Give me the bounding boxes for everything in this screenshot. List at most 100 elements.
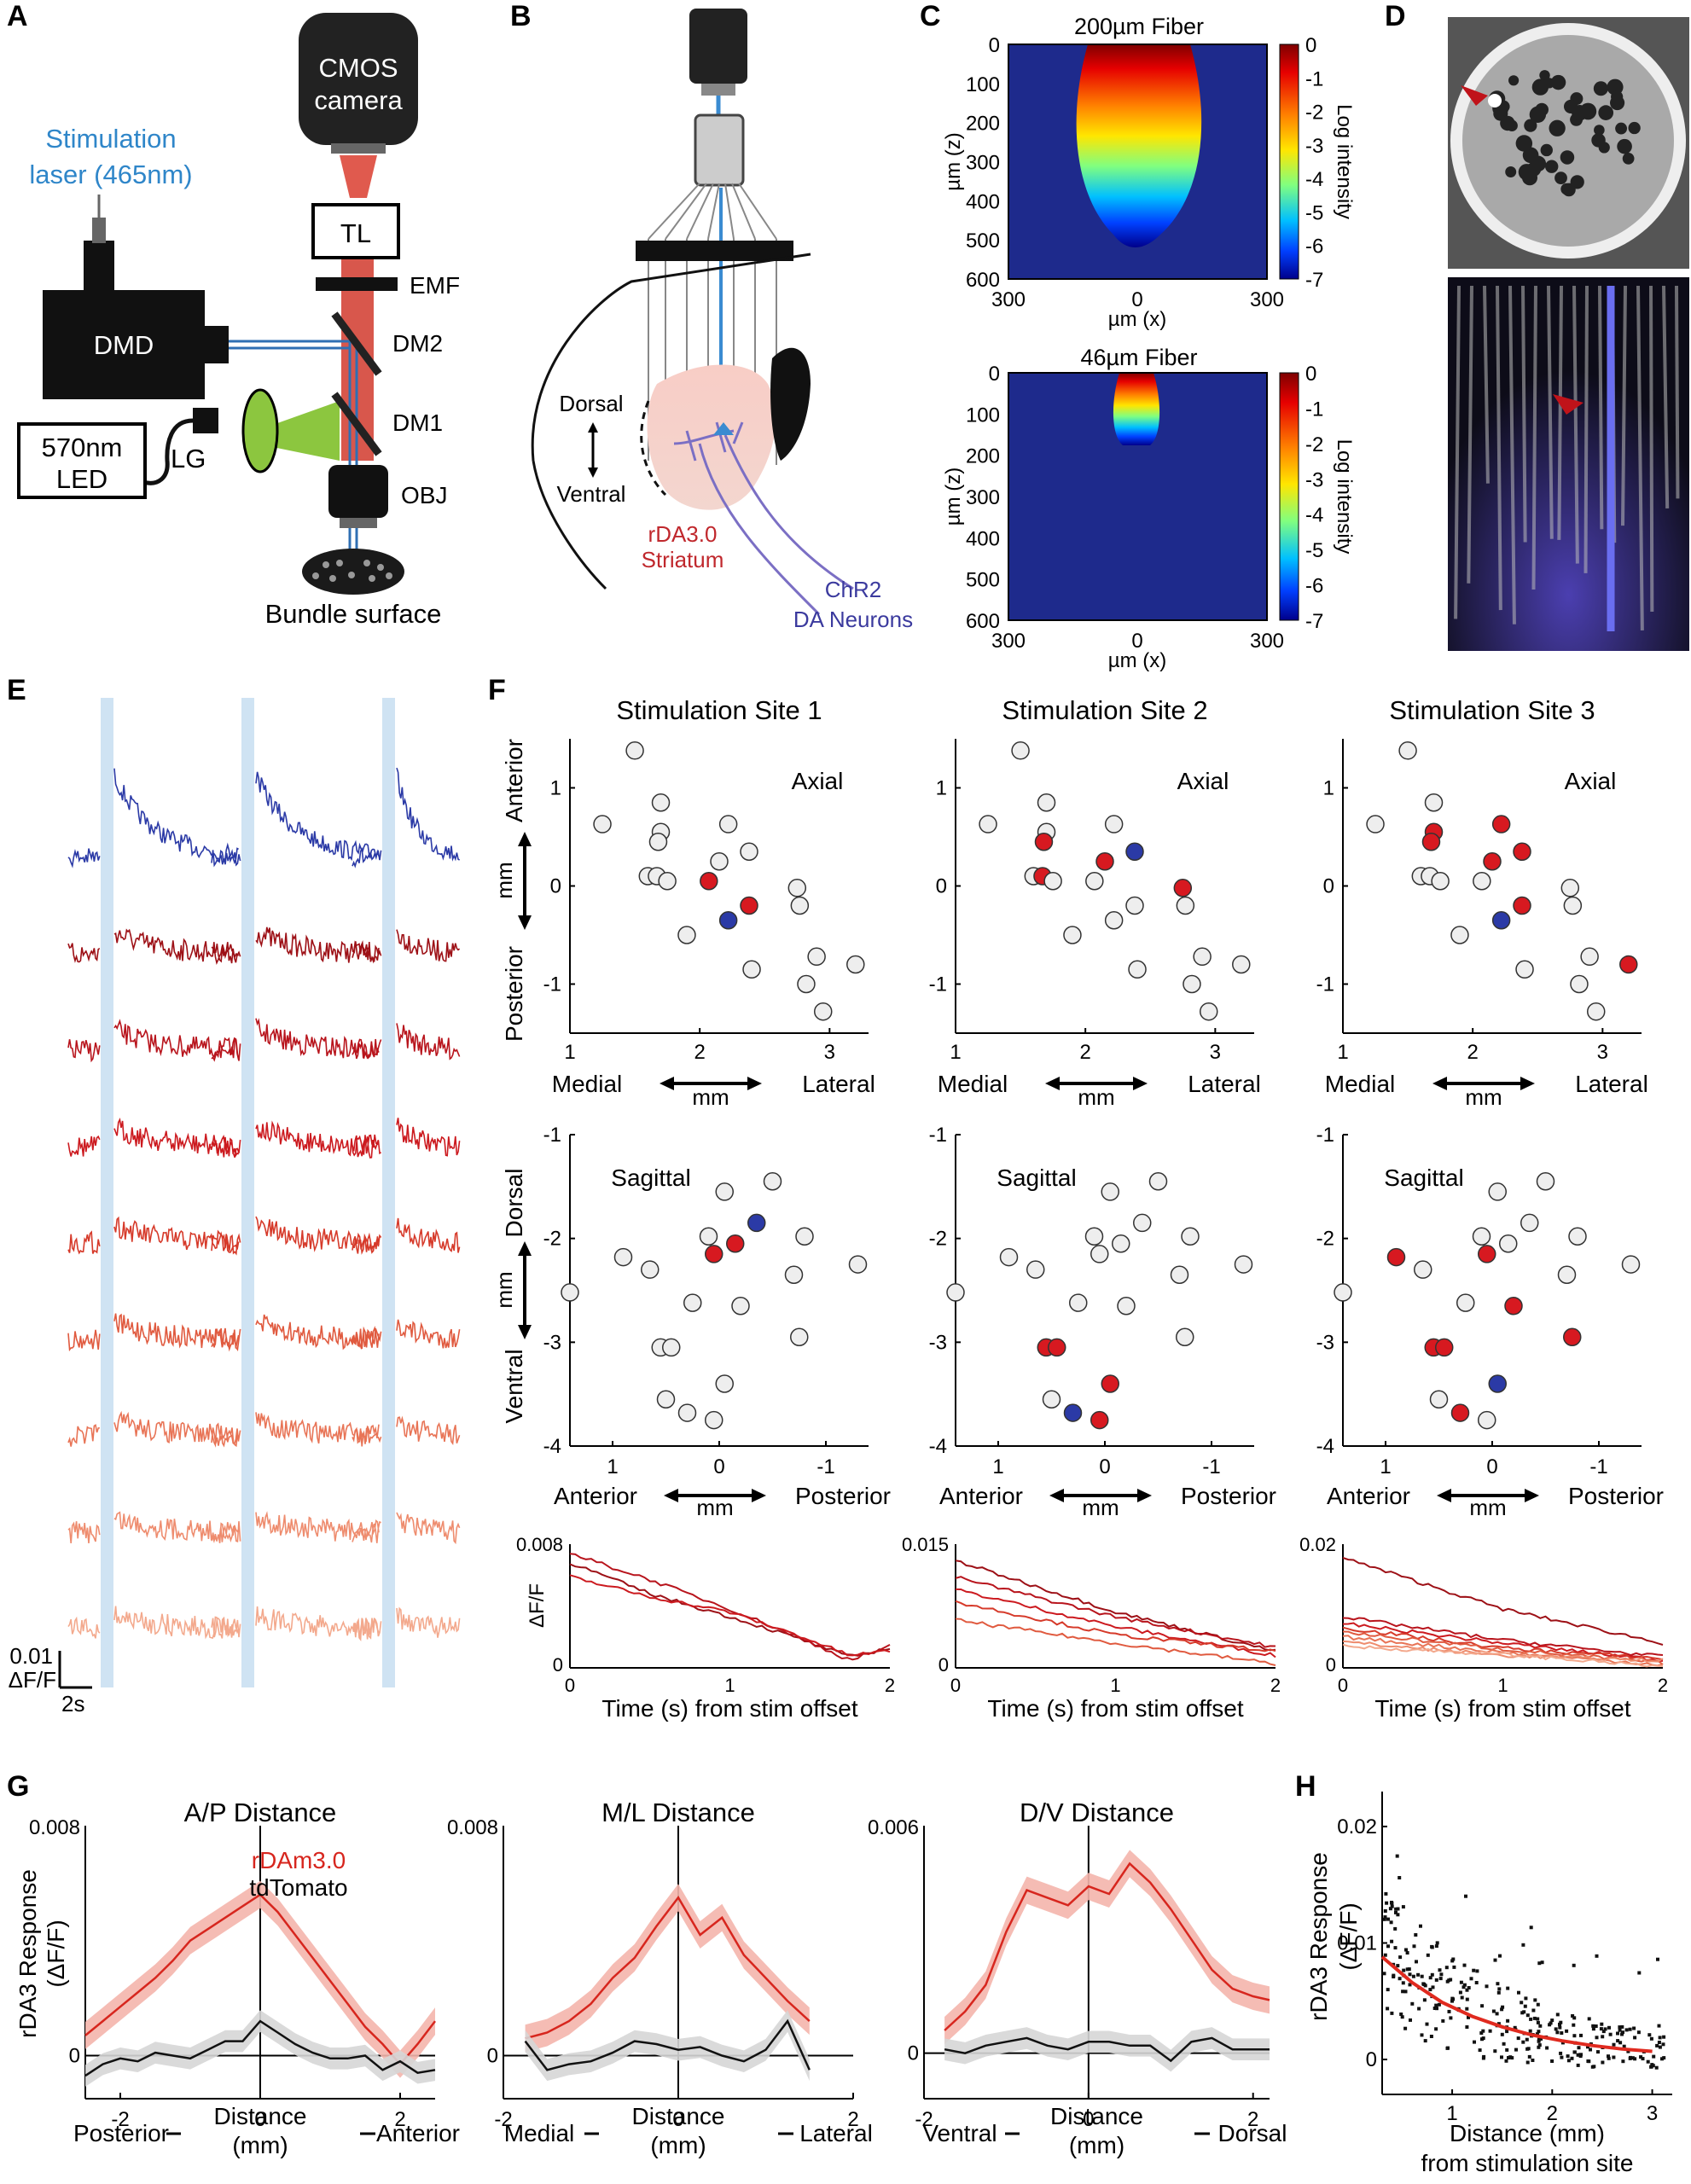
c2-ylabel: µm (z) [942,468,965,526]
h-data-point [1383,1909,1387,1913]
bundle-hole [1508,75,1520,86]
f-axial-site-point [797,974,816,994]
f-axial-ytick: -1 [543,973,561,996]
g-xtick: 2 [394,2108,405,2131]
f-sag-xtick: 1 [607,1455,618,1478]
c1-frame [1008,44,1268,280]
f-axial-site-point [742,960,761,979]
f-anterior-label: Anterior [1327,1483,1410,1509]
bundle-hole [1539,70,1550,81]
h-data-point [1485,1984,1489,1989]
c2-frame [1008,372,1268,621]
f-sag-site-point [1234,1255,1253,1274]
c2-xtick: 300 [1250,630,1284,653]
panel-d-letter: D [1385,0,1406,32]
c1-ylabel: µm (z) [942,132,965,190]
f-sag-site-point [1112,1234,1130,1253]
ventricle [770,347,811,461]
f-posterior-label: Posterior [795,1483,891,1509]
h-data-point [1600,2022,1604,2026]
f-trace-line [569,1553,891,1661]
bundle-hole [1611,90,1624,103]
h-data-point [1441,2018,1445,2023]
fiber-strand [1547,285,1554,539]
e-trace-row-1 [67,767,461,868]
g-ylabel-1: rDA3 Response [15,1869,41,2038]
collimating-lens [241,388,279,473]
h-data-point [1586,2059,1590,2063]
h-data-point [1524,1996,1528,2001]
c1-cbar-tick: -5 [1305,201,1323,224]
f-axial-site-point [1011,741,1030,760]
dmd-box [43,290,205,399]
h-data-point [1488,2029,1492,2033]
h-data-point [1652,2054,1656,2059]
h-data-point [1430,1972,1434,1977]
h-data-point [1401,1981,1405,1985]
g-xtick: 2 [847,2108,858,2131]
g-xtick: 0 [672,2108,683,2131]
h-data-point [1384,1891,1388,1896]
f-sag-site-point [1472,1227,1491,1246]
f-axial-site-point [1424,793,1444,812]
f-sag-site-point [726,1234,745,1253]
laser-head [84,241,114,292]
f-axial-site-point [718,815,738,834]
dmd-lens-mount [203,326,229,363]
g-dir-right: Dorsal [1218,2120,1287,2146]
h-data-point [1630,2056,1635,2060]
h-data-point [1478,2048,1482,2053]
h-data-point [1444,1966,1449,1970]
h-data-point [1462,1983,1467,1987]
c2-cbar-tick: -7 [1305,610,1323,633]
h-data-point [1646,2059,1650,2064]
f-trace-xlabel: Time (s) from stim offset [1374,1695,1630,1722]
h-data-point [1465,2025,1469,2029]
f-sag-xtick: -1 [1589,1455,1607,1478]
h-data-point [1496,2022,1501,2026]
led-label-1: 570nm [42,433,123,462]
bundle-hole [1622,153,1635,165]
panel-g-letter: G [7,1770,29,1803]
h-data-point [1649,2065,1653,2069]
h-data-point [1633,2057,1637,2061]
h-data-point [1501,2005,1505,2009]
h-data-point [1505,2030,1509,2034]
f-site-title-3: Stimulation Site 3 [1389,695,1595,725]
panel-h-scatter: H 0.02 0.01 0 1 2 3 rDA3 Response (ΔF/F) Distanc… [1295,1770,1672,2176]
f-axial-site-point [700,872,718,891]
bundle-hole [1500,115,1515,131]
fiber-strand [1521,285,1527,543]
fiber-strand [1620,285,1627,526]
f-medial-label: Medial [552,1071,622,1097]
f-sag-site-point [1101,1374,1119,1393]
f-trace-xtick: 2 [1270,1675,1281,1696]
h-data-point [1481,2036,1485,2041]
e-trace-row-9 [67,1606,461,1641]
f-axial-ytick: 0 [550,875,561,898]
h-data-point [1447,2009,1451,2013]
g-red-band [525,1884,810,2053]
c1-beam-profile [1076,44,1202,247]
g-gray-band [944,2027,1270,2072]
h-data-point [1599,2027,1603,2031]
h-data-point [1621,2059,1625,2064]
f-sag-site-point [747,1213,766,1233]
f-axial-site-point [1125,842,1144,861]
f-axial-xtick: 2 [694,1041,705,1064]
c2-cbar-tick: 0 [1305,363,1316,386]
f-sag-xtick: 0 [1486,1455,1497,1478]
c1-xlabel: µm (x) [1108,308,1166,331]
tl-label: TL [340,218,371,248]
f-sag-xtick: 1 [992,1455,1003,1478]
e-trace-row-4 [67,1118,461,1159]
f-sag-site-point [795,1227,814,1246]
g-xlabel-1: Distance [632,2103,725,2129]
h-data-point [1558,2025,1562,2030]
bundle-hole [1540,143,1553,157]
g-ymax: 0.006 [868,1816,919,1839]
f-sag-site-point [1488,1374,1507,1393]
f-ml-arrowhead-r [747,1077,762,1090]
c1-xtick: 0 [1131,288,1142,311]
